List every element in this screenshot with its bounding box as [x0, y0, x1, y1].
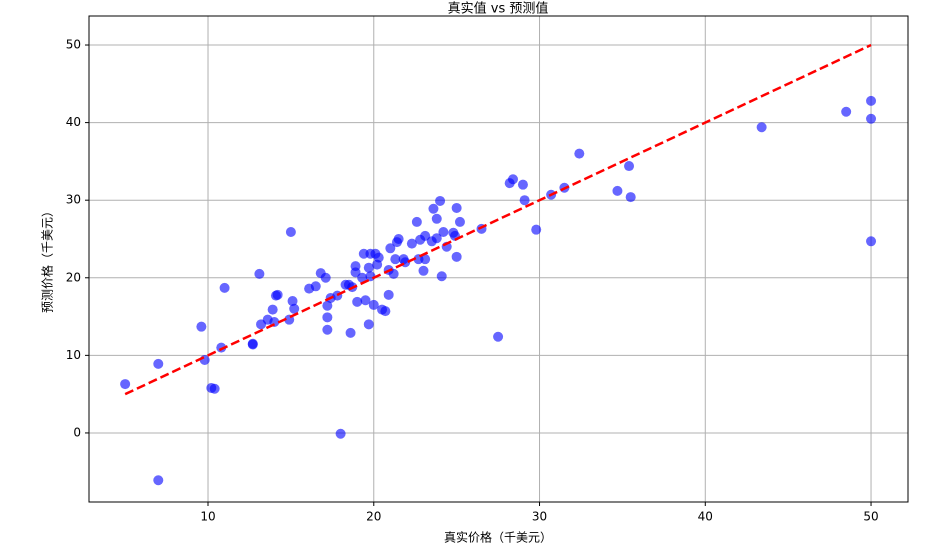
point	[373, 252, 384, 263]
x-axis-label: 真实价格（千美元）	[444, 530, 552, 545]
point	[289, 303, 300, 314]
x-tick-label: 30	[532, 510, 547, 524]
reference-line	[124, 43, 872, 396]
point	[254, 268, 265, 279]
point	[357, 272, 368, 283]
x-tick-label: 40	[698, 510, 713, 524]
point	[866, 236, 877, 247]
point	[120, 379, 131, 390]
point	[320, 272, 331, 283]
point	[272, 289, 283, 300]
point	[368, 299, 379, 310]
point	[612, 185, 623, 196]
point	[393, 233, 404, 244]
point	[363, 262, 374, 273]
point	[435, 195, 446, 206]
point	[841, 106, 852, 117]
x-tick-label: 20	[366, 510, 381, 524]
point	[345, 327, 356, 338]
point	[451, 202, 462, 213]
y-tick-label: 10	[66, 348, 81, 362]
point	[493, 331, 504, 342]
point	[350, 261, 361, 272]
point	[335, 428, 346, 439]
point	[624, 161, 635, 172]
point	[216, 342, 227, 353]
point	[866, 95, 877, 106]
point	[388, 268, 399, 279]
point	[451, 251, 462, 262]
plot-frame	[88, 15, 909, 503]
point	[431, 233, 442, 244]
y-tick-label: 30	[66, 193, 81, 207]
y-tick-label: 0	[73, 425, 81, 439]
point	[383, 289, 394, 300]
point	[322, 324, 333, 335]
point	[625, 192, 636, 203]
y-tick-label: 50	[66, 38, 81, 52]
point	[153, 475, 164, 486]
point	[406, 238, 417, 249]
x-tick-label: 10	[200, 510, 215, 524]
point	[390, 254, 401, 265]
point	[285, 227, 296, 237]
y-axis-label: 预测价格（千美元）	[40, 205, 55, 313]
point	[385, 243, 396, 254]
point	[209, 383, 220, 394]
point	[454, 216, 465, 227]
point	[866, 113, 877, 124]
point	[363, 319, 374, 330]
point	[508, 174, 519, 185]
point	[756, 122, 767, 133]
point	[436, 271, 447, 282]
point	[420, 254, 431, 265]
chart-title: 真实值 vs 预测值	[448, 1, 549, 17]
point	[574, 148, 585, 159]
point	[519, 195, 530, 206]
point	[428, 203, 439, 214]
point	[267, 304, 278, 315]
point	[196, 321, 207, 332]
point	[380, 306, 391, 317]
point	[420, 230, 431, 241]
point	[438, 227, 449, 237]
point	[322, 312, 333, 323]
y-tick-label: 40	[66, 115, 81, 129]
x-tick-label: 50	[863, 510, 878, 524]
point	[531, 224, 542, 235]
point	[310, 281, 321, 292]
point	[219, 282, 230, 293]
point	[247, 339, 258, 350]
point	[360, 295, 371, 306]
point	[418, 265, 429, 276]
point	[287, 296, 298, 307]
point	[411, 216, 422, 227]
y-tick-label: 20	[66, 270, 81, 284]
point	[431, 213, 442, 224]
point	[517, 179, 528, 190]
point	[352, 296, 363, 307]
point	[322, 300, 333, 311]
point	[153, 358, 164, 369]
